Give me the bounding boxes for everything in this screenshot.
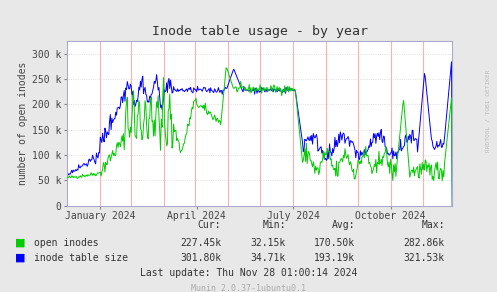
Text: 170.50k: 170.50k bbox=[314, 238, 355, 248]
Text: Munin 2.0.37-1ubuntu0.1: Munin 2.0.37-1ubuntu0.1 bbox=[191, 284, 306, 292]
Text: 193.19k: 193.19k bbox=[314, 253, 355, 263]
Text: 321.53k: 321.53k bbox=[404, 253, 445, 263]
Y-axis label: number of open inodes: number of open inodes bbox=[18, 62, 28, 185]
Text: Avg:: Avg: bbox=[332, 220, 355, 230]
Text: 282.86k: 282.86k bbox=[404, 238, 445, 248]
Text: inode table size: inode table size bbox=[34, 253, 128, 263]
Text: Max:: Max: bbox=[421, 220, 445, 230]
Text: 32.15k: 32.15k bbox=[250, 238, 286, 248]
Text: open inodes: open inodes bbox=[34, 238, 98, 248]
Text: ■: ■ bbox=[15, 238, 25, 248]
Text: ■: ■ bbox=[15, 253, 25, 263]
Text: RRDTOOL / TOBI OETIKER: RRDTOOL / TOBI OETIKER bbox=[486, 70, 491, 152]
Text: 227.45k: 227.45k bbox=[180, 238, 221, 248]
Text: Last update: Thu Nov 28 01:00:14 2024: Last update: Thu Nov 28 01:00:14 2024 bbox=[140, 268, 357, 278]
Text: Min:: Min: bbox=[262, 220, 286, 230]
Text: Cur:: Cur: bbox=[198, 220, 221, 230]
Text: 301.80k: 301.80k bbox=[180, 253, 221, 263]
Text: 34.71k: 34.71k bbox=[250, 253, 286, 263]
Title: Inode table usage - by year: Inode table usage - by year bbox=[152, 25, 368, 38]
